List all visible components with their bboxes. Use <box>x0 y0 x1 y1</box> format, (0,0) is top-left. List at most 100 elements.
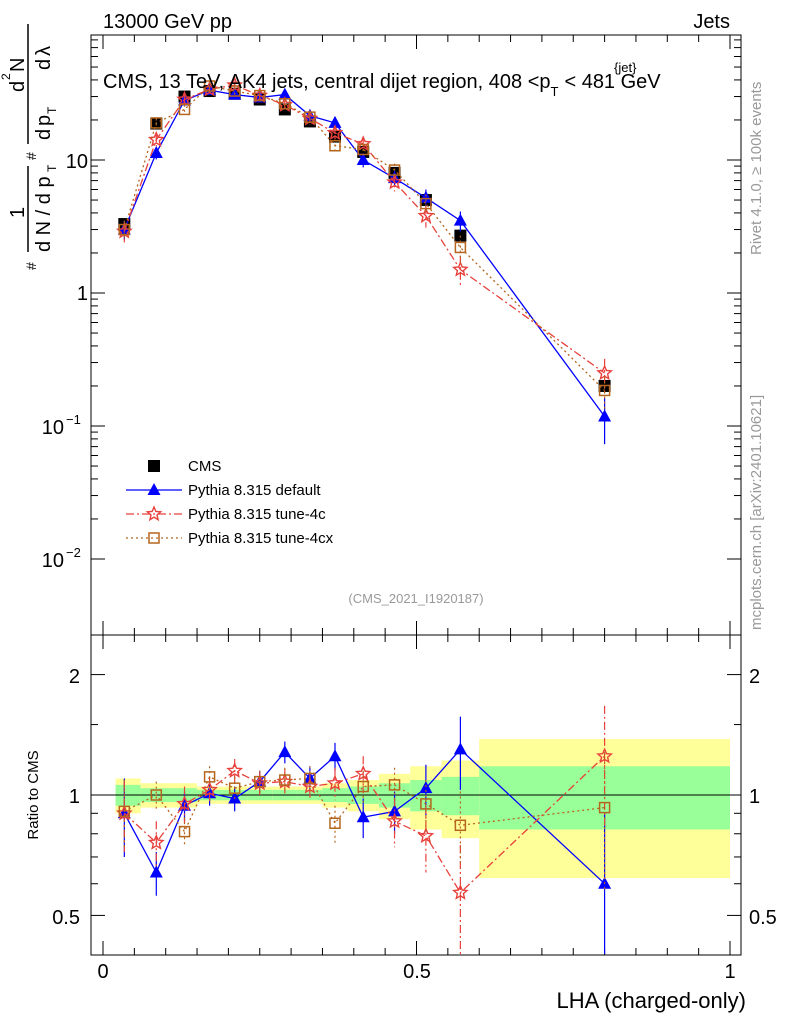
ratio-ytick-left-2: 2 <box>69 666 80 688</box>
ratio-series <box>115 705 614 954</box>
legend-marker <box>147 483 161 495</box>
ylabel-dndpt: d N / d p <box>33 176 55 252</box>
series-2-point <box>304 111 316 123</box>
ratio-ytick-right-2: 2 <box>749 666 760 688</box>
series-2-point <box>150 117 163 129</box>
ylabel-d3: d <box>33 59 55 70</box>
series-1-ratio-point <box>451 883 469 900</box>
ytick-label-10: 10 <box>66 151 88 173</box>
series-0-ratio-point <box>278 745 292 758</box>
series-1-ratio-point <box>326 774 344 791</box>
legend-label: Pythia 8.315 tune-4c <box>188 506 326 523</box>
series-2-point <box>254 89 266 102</box>
series-2-point <box>598 384 611 397</box>
ytick-base-0-01: 10 <box>42 550 64 572</box>
ylabel-d1: d <box>33 129 55 140</box>
legend: CMS Pythia 8.315 default Pythia 8.315 tune… <box>126 458 334 547</box>
ratio-ytick-left-0-5: 0.5 <box>52 907 80 929</box>
series-1-ratio-point <box>596 747 614 764</box>
legend-label: CMS <box>188 458 221 475</box>
series-2-ratio-point <box>150 789 163 801</box>
series-0-ratio-point <box>453 742 467 755</box>
legend-marker <box>145 505 163 522</box>
y-axis-label-main: # 1 d N / d p T # d p T d 2 N d λ <box>0 24 59 270</box>
series-2-ratio-point <box>598 801 611 814</box>
plot-title-sub: T <box>551 84 559 99</box>
series-0-ratio-point <box>149 865 163 878</box>
series-0-point <box>278 87 292 100</box>
ylabel-sup-2: 2 <box>0 73 13 80</box>
legend-label: Pythia 8.315 default <box>188 482 321 499</box>
series-1-point <box>147 130 165 147</box>
xtick-label-1: 1 <box>724 961 735 983</box>
plot-title-tail: < 481 GeV <box>564 71 661 93</box>
series-1-point <box>386 173 403 190</box>
ylabel-n: N <box>7 58 29 72</box>
series-2-point <box>228 85 241 97</box>
ratio-ytick-right-0-5: 0.5 <box>749 907 777 929</box>
series-0-point <box>356 153 370 165</box>
plot-title-super: {jet} <box>614 60 637 75</box>
energy-label: 13000 GeV pp <box>103 11 232 33</box>
series-2-ratio-point <box>329 817 341 829</box>
series-0-ratio-point <box>419 781 433 794</box>
y-axis-label-ratio: Ratio to CMS <box>25 750 42 839</box>
series-2-ratio-point <box>357 780 369 793</box>
series-2-point <box>420 197 432 210</box>
legend-marker <box>148 460 160 472</box>
series-1-point <box>596 364 614 381</box>
series-2-ratio-point <box>420 798 432 810</box>
ytick-label-0-1: 10 <box>42 417 64 439</box>
series-0-ratio-point <box>356 810 370 823</box>
ylabel-hash-2: # <box>23 152 39 160</box>
series-0-point <box>328 115 342 128</box>
rivet-label: Rivet 4.1.0, ≥ 100k events <box>748 82 765 255</box>
ylabel-hash-1: # <box>23 262 39 270</box>
legend-label: Pythia 8.315 tune-4cx <box>188 530 334 547</box>
ratio-ytick-left-1: 1 <box>69 786 80 808</box>
ylabel-sub-t2: T <box>45 106 59 114</box>
series-1-point <box>176 90 193 107</box>
ylabel-lambda: λ <box>33 46 55 56</box>
series-2-ratio-point <box>304 772 316 785</box>
series-2-point <box>118 223 131 236</box>
series-2-point <box>329 139 341 152</box>
series-1-point <box>451 260 469 277</box>
ytick-label-1: 1 <box>77 283 88 305</box>
series-1-ratio-point <box>301 777 319 794</box>
series-2-ratio-point <box>203 771 216 783</box>
svg-text:#: # <box>23 262 39 270</box>
xtick-label-0-5: 0.5 <box>403 961 431 983</box>
series-2-ratio-point <box>454 819 467 832</box>
series-1-ratio-point <box>417 827 435 844</box>
series-1-ratio-point <box>226 761 244 778</box>
series-0-point <box>419 190 433 203</box>
series-1-point <box>326 124 344 140</box>
ytick-label-0-01: 10 <box>42 550 64 572</box>
series-2-point <box>454 241 467 254</box>
series-2-ratio-point <box>118 805 131 818</box>
ylabel-one: 1 <box>7 207 29 218</box>
ytick-exp-0-01: −2 <box>66 545 81 560</box>
axis-ticks <box>91 35 741 955</box>
plot-title: CMS, 13 TeV, AK4 jets, central dijet reg… <box>103 71 661 99</box>
ytick-base-0-1: 10 <box>42 417 64 439</box>
series-1-point <box>354 135 372 152</box>
reference-bands <box>103 739 730 879</box>
ytick-exp-0-1: −1 <box>66 412 81 427</box>
series-2-ratio-point <box>228 782 241 794</box>
mcplots-label: mcplots.cern.ch [arXiv:2401.10621] <box>748 395 765 630</box>
ylabel-sub-t1: T <box>45 164 59 172</box>
series-2-ratio-point <box>388 779 401 791</box>
series-2-point <box>279 97 291 110</box>
xtick-label-0: 0 <box>97 961 108 983</box>
series-1-ratio-point <box>147 833 165 850</box>
series-2-point <box>203 80 216 92</box>
analysis-watermark: (CMS_2021_I1920187) <box>348 591 483 606</box>
series-0-ratio-point <box>328 749 342 762</box>
category-label: Jets <box>693 11 730 33</box>
series-0-point <box>598 409 612 422</box>
legend-marker <box>148 532 160 544</box>
x-axis-label: LHA (charged-only) <box>556 988 746 1013</box>
